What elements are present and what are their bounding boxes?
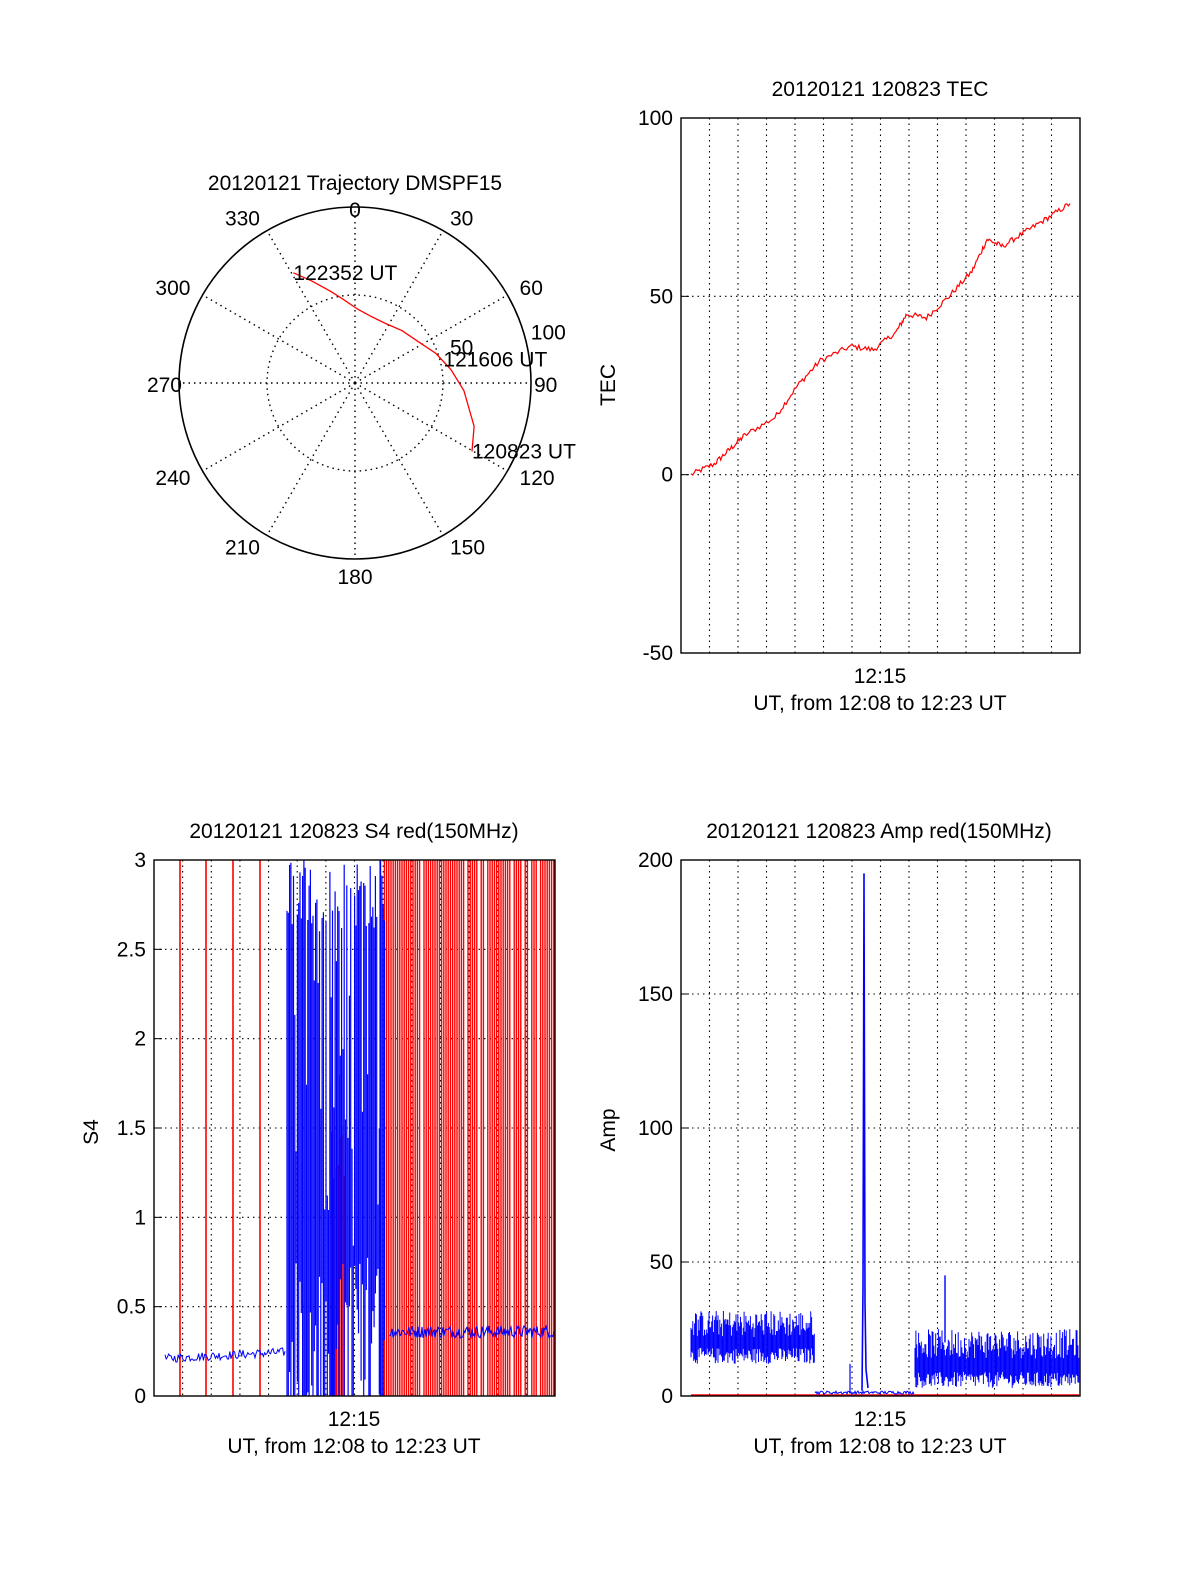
s4-xtick-1215: 12:15 <box>328 1408 381 1431</box>
polar-outer-circle <box>178 206 532 560</box>
tec-ytick: 50 <box>650 285 673 308</box>
tec-title: 20120121 120823 TEC <box>772 78 989 101</box>
polar-radius-label-50: 50 <box>450 337 473 360</box>
s4-series <box>164 860 555 1396</box>
tec-ytick: 100 <box>638 107 673 130</box>
polar-azimuth-labels: 0 30 60 90 120 150 180 210 240 270 300 330 <box>147 199 557 589</box>
polar-spoke-30 <box>354 230 444 384</box>
s4-blue-right <box>389 1324 555 1340</box>
polar-azimuth-label-330: 330 <box>225 207 260 230</box>
amp-title: 20120121 120823 Amp red(150MHz) <box>706 820 1052 843</box>
polar-spoke-60 <box>354 294 508 384</box>
tec-ytick: -50 <box>643 642 673 665</box>
amp-ytick: 150 <box>638 983 673 1006</box>
s4-ylabel: S4 <box>80 1119 103 1145</box>
tec-ylabel: TEC <box>597 364 620 406</box>
amp-plot: 20120121 120823 Amp red(150MHz) 200 150 10… <box>597 820 1081 1458</box>
tec-xlabel: UT, from 12:08 to 12:23 UT <box>753 692 1006 715</box>
tec-xtick-1215: 12:15 <box>854 665 907 688</box>
polar-series <box>293 272 475 452</box>
polar-azimuth-label-240: 240 <box>155 467 190 490</box>
polar-annotations: 122352 UT 121606 UT 120823 UT <box>293 262 576 464</box>
tec-series <box>690 203 1071 476</box>
polar-spoke-300 <box>202 294 356 384</box>
tec-grid <box>681 118 1080 653</box>
amp-tick-labels: 200 150 100 50 0 <box>638 849 689 1408</box>
polar-spoke-120 <box>354 382 508 472</box>
polar-azimuth-label-210: 210 <box>225 537 260 560</box>
polar-azimuth-label-180: 180 <box>337 566 372 589</box>
amp-xtick-1215: 12:15 <box>854 1408 907 1431</box>
s4-blue-left <box>164 1347 286 1363</box>
polar-azimuth-label-0: 0 <box>349 199 361 222</box>
polar-azimuth-label-300: 300 <box>155 277 190 300</box>
polar-annotation-0: 122352 UT <box>293 262 397 285</box>
s4-ytick: 0.5 <box>117 1296 146 1319</box>
polar-radius-labels: 50 100 <box>450 321 566 359</box>
s4-tick-labels: 3 2.5 2 1.5 1 0.5 0 <box>117 849 162 1408</box>
s4-title: 20120121 120823 S4 red(150MHz) <box>189 820 518 843</box>
tec-ytick: 0 <box>661 464 673 487</box>
amp-xlabel: UT, from 12:08 to 12:23 UT <box>753 1435 1006 1458</box>
polar-trajectory-line <box>293 272 475 452</box>
polar-azimuth-label-120: 120 <box>520 467 555 490</box>
polar-annotation-2: 120823 UT <box>472 440 576 463</box>
polar-trajectory-plot: 20120121 Trajectory DMSPF15 0 30 60 90 120 15… <box>147 172 576 589</box>
polar-spoke-150 <box>354 382 444 536</box>
s4-ytick: 2 <box>134 1028 146 1051</box>
polar-spoke-210 <box>266 382 356 536</box>
amp-ytick: 200 <box>638 849 673 872</box>
amp-ytick: 100 <box>638 1117 673 1140</box>
s4-ytick: 3 <box>134 849 146 872</box>
tec-line <box>690 203 1071 476</box>
polar-title: 20120121 Trajectory DMSPF15 <box>208 172 502 195</box>
s4-xlabel: UT, from 12:08 to 12:23 UT <box>227 1435 480 1458</box>
polar-spoke-240 <box>202 382 356 472</box>
amp-grid <box>681 860 1080 1396</box>
polar-azimuth-label-60: 60 <box>520 277 543 300</box>
polar-grid <box>179 207 531 559</box>
polar-azimuth-label-90: 90 <box>534 374 557 397</box>
tec-axes-frame <box>680 117 1081 654</box>
polar-azimuth-label-150: 150 <box>450 537 485 560</box>
amp-ytick: 50 <box>650 1251 673 1274</box>
tec-plot: 20120121 120823 TEC 100 50 0 -50 12:15 UT, … <box>597 78 1081 715</box>
amp-blue-low <box>814 1389 915 1396</box>
polar-radius-label-100: 100 <box>531 321 566 344</box>
polar-annotation-1: 121606 UT <box>443 348 547 371</box>
amp-ytick: 0 <box>661 1385 673 1408</box>
amp-series <box>690 873 1080 1396</box>
s4-ytick: 1 <box>134 1206 146 1229</box>
polar-azimuth-label-270: 270 <box>147 374 182 397</box>
s4-ytick: 0 <box>134 1385 146 1408</box>
amp-ylabel: Amp <box>597 1108 620 1151</box>
s4-plot: 20120121 120823 S4 red(150MHz) 3 2.5 2 1.5 1… <box>80 820 556 1458</box>
tec-tick-labels: 100 50 0 -50 <box>638 107 689 665</box>
amp-blue-spike <box>861 873 869 1391</box>
s4-ytick: 2.5 <box>117 938 146 961</box>
polar-azimuth-label-30: 30 <box>450 207 473 230</box>
s4-ytick: 1.5 <box>117 1117 146 1140</box>
polar-spoke-330 <box>266 230 356 384</box>
